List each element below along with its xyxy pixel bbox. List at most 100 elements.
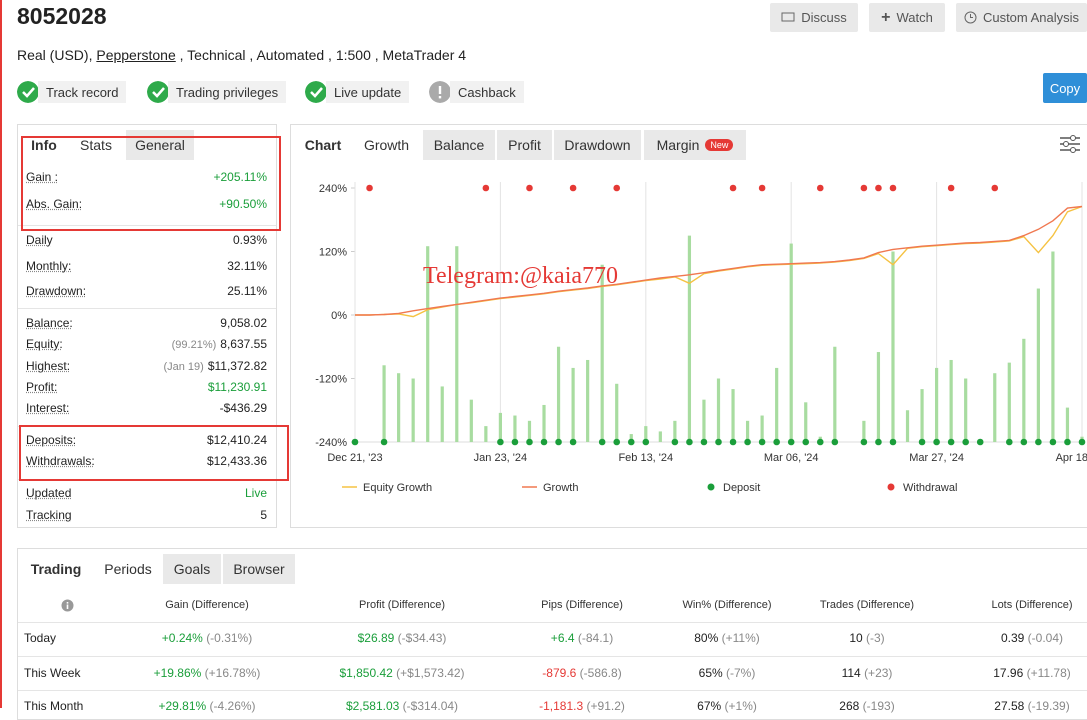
custom-analysis-button[interactable]: Custom Analysis — [956, 3, 1087, 32]
button-label: Discuss — [801, 10, 847, 25]
stat-value: 5 — [260, 508, 267, 522]
cell-diff: (-$34.43) — [397, 631, 447, 645]
table-cell: -1,181.3 (+91.2) — [539, 699, 625, 713]
copy-button[interactable]: Copy — [1043, 73, 1087, 103]
stat-row: Deposits: $12,410.24 — [26, 432, 267, 448]
row-label: This Month — [24, 699, 84, 713]
cell-value: 27.58 — [994, 699, 1025, 713]
stat-row: Profit: $11,230.91 — [26, 379, 267, 395]
stat-row: Withdrawals: $12,433.36 — [26, 453, 267, 469]
tab[interactable]: Goals — [163, 554, 221, 584]
table-cell: 17.96 (+11.78) — [993, 666, 1071, 680]
tab[interactable]: Balance — [423, 130, 495, 160]
stat-row: Monthly: 32.11% — [26, 258, 267, 274]
tab[interactable]: General — [126, 130, 194, 160]
stat-label: Abs. Gain: — [26, 197, 83, 211]
tab[interactable]: Periods — [104, 561, 152, 577]
cell-value: +0.24% — [161, 631, 203, 645]
table-cell: 65% (-7%) — [699, 666, 756, 680]
table-cell: 67% (+1%) — [697, 699, 757, 713]
cell-diff: (-84.1) — [577, 631, 614, 645]
table-cell: +6.4 (-84.1) — [551, 631, 613, 645]
tab[interactable]: Growth — [363, 137, 410, 153]
tab[interactable]: Info — [31, 137, 57, 153]
stat-row: Daily 0.93% — [26, 232, 267, 248]
stat-value: 0.93% — [232, 233, 267, 247]
discuss-button[interactable]: Discuss — [770, 3, 858, 32]
tab[interactable]: Stats — [80, 137, 112, 153]
badge: Cashback — [450, 81, 524, 103]
stat-value: 25.11% — [227, 284, 267, 298]
stat-label: Interest: — [26, 401, 70, 415]
table-cell: 10 (-3) — [849, 631, 884, 645]
cell-diff: (-7%) — [726, 666, 756, 680]
tab-label: Margin — [656, 137, 700, 153]
info-icon — [61, 599, 74, 612]
broker-link[interactable]: Pepperstone — [96, 47, 176, 63]
badge: Trading privileges — [168, 81, 287, 103]
table-cell: +0.24% (-0.31%) — [162, 631, 252, 645]
cell-value: 65% — [698, 666, 723, 680]
stat-label: Equity: — [26, 337, 63, 351]
cell-diff: (+23) — [864, 666, 893, 680]
tab[interactable]: Margin New — [644, 130, 746, 160]
stat-value: $12,433.36 — [206, 454, 267, 468]
column-header: Trades (Difference) — [819, 599, 915, 611]
stat-value: 32.11% — [227, 259, 267, 273]
row-label: This Week — [24, 666, 81, 680]
column-header: Profit (Difference) — [359, 599, 445, 611]
table-cell: +29.81% (-4.26%) — [158, 699, 255, 713]
chart-panel — [290, 124, 1087, 528]
cell-value: +19.86% — [153, 666, 202, 680]
cell-value: -1,181.3 — [539, 699, 584, 713]
tab[interactable]: Profit — [497, 130, 552, 160]
highlight-box — [19, 425, 289, 481]
table-cell: 80% (+11%) — [694, 631, 760, 645]
stat-value-group: -$436.29 — [220, 401, 267, 415]
column-header: Lots (Difference) — [991, 599, 1073, 611]
stat-value: $12,410.24 — [206, 433, 267, 447]
stat-value-group: Live — [245, 486, 267, 500]
table-cell: 114 (+23) — [842, 666, 893, 680]
tab[interactable]: Browser — [223, 554, 295, 584]
new-badge: New — [705, 139, 734, 151]
filter-icon[interactable] — [1059, 134, 1081, 154]
cell-diff: (-586.8) — [579, 666, 622, 680]
cell-diff: (-0.04) — [1027, 631, 1064, 645]
row-line — [18, 656, 1087, 657]
stat-value-group: 9,058.02 — [220, 316, 267, 330]
cell-diff: (-19.39) — [1027, 699, 1070, 713]
cell-value: 67% — [697, 699, 722, 713]
cell-value: $26.89 — [357, 631, 395, 645]
account-title: 8052028 — [17, 3, 107, 29]
table-cell: 0.39 (-0.04) — [1001, 631, 1063, 645]
stat-value-group: 5 — [260, 508, 267, 522]
stat-value: +205.11% — [213, 170, 268, 184]
stat-label: Withdrawals: — [26, 454, 95, 468]
stat-label: Deposits: — [26, 433, 77, 447]
watch-button[interactable]: + Watch — [869, 3, 945, 32]
table-cell: $1,850.42 (+$1,573.42) — [339, 666, 464, 680]
stat-value-group: +90.50% — [219, 197, 267, 211]
stat-value: $11,230.91 — [207, 380, 267, 394]
stat-value-group: $12,433.36 — [207, 454, 267, 468]
stat-value: 9,058.02 — [220, 316, 267, 330]
cell-diff: (-193) — [862, 699, 895, 713]
stat-value: 8,637.55 — [220, 337, 267, 351]
tab[interactable]: Trading — [30, 561, 82, 577]
table-cell: +19.86% (+16.78%) — [154, 666, 261, 680]
stat-label: Drawdown: — [26, 284, 87, 298]
tab[interactable]: Drawdown — [554, 130, 641, 160]
subtitle-text: Real (USD), — [17, 47, 97, 63]
tab[interactable]: Chart — [304, 137, 342, 153]
badge: Live update — [326, 81, 410, 103]
stat-value-group: 32.11% — [227, 259, 267, 273]
button-label: Custom Analysis — [982, 10, 1080, 25]
stat-value-group: (Jan 19) $11,372.82 — [163, 359, 267, 373]
table-cell: 27.58 (-19.39) — [994, 699, 1069, 713]
badge: Track record — [38, 81, 127, 103]
cell-diff: (+91.2) — [586, 699, 625, 713]
stat-label: Profit: — [26, 380, 58, 394]
stat-value-group: 25.11% — [227, 284, 267, 298]
